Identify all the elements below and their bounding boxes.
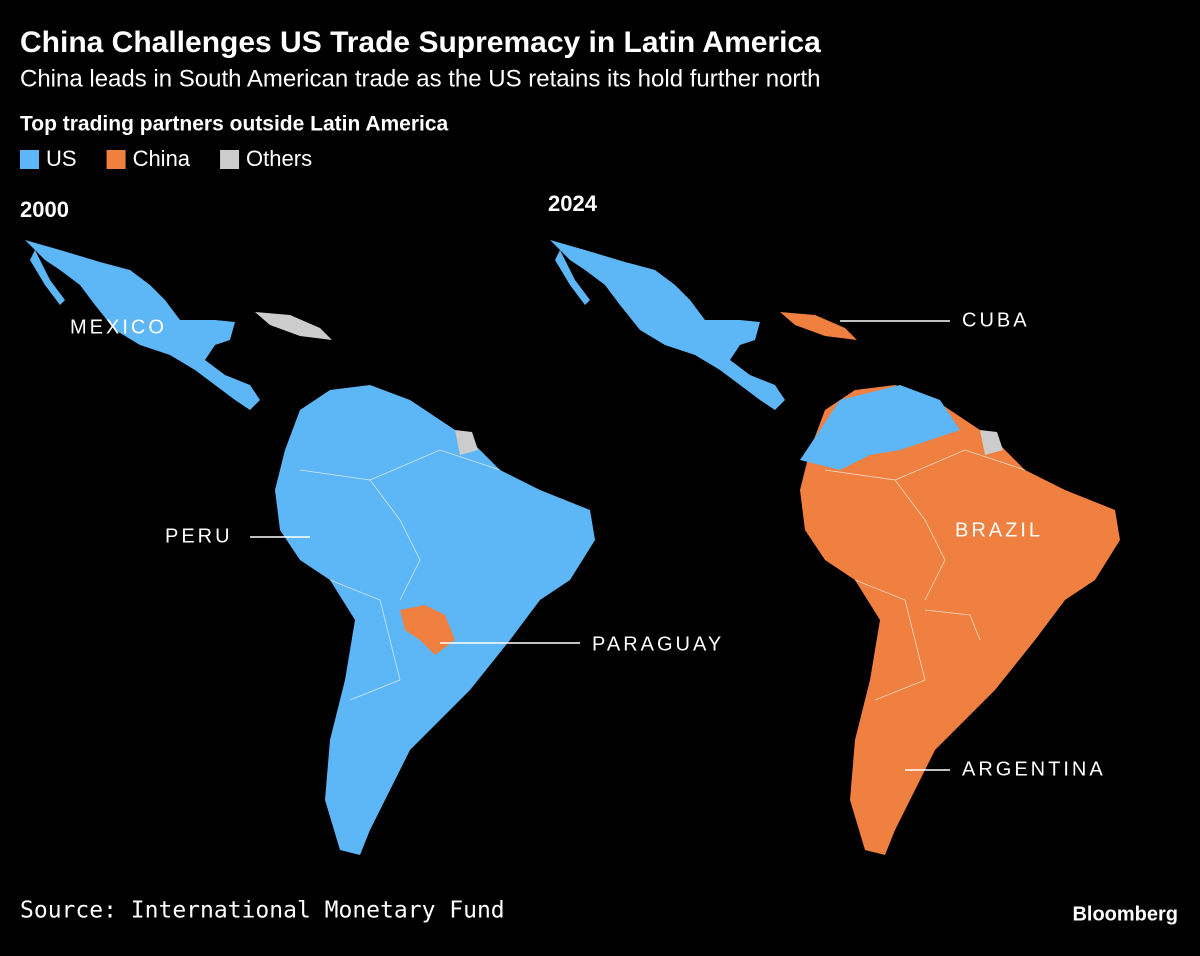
legend-label: US bbox=[46, 146, 77, 171]
border bbox=[824, 449, 1026, 701]
legend-label: Others bbox=[246, 146, 312, 171]
border bbox=[299, 449, 501, 701]
region bbox=[800, 385, 960, 470]
legend-swatch bbox=[20, 150, 39, 169]
region bbox=[780, 312, 857, 340]
country-label: CUBA bbox=[962, 309, 1030, 331]
country-label: PARAGUAY bbox=[592, 633, 724, 655]
brand: Bloomberg bbox=[1072, 903, 1178, 925]
legend-title: Top trading partners outside Latin Ameri… bbox=[20, 113, 449, 136]
title: China Challenges US Trade Supremacy in L… bbox=[20, 26, 821, 59]
region bbox=[255, 312, 332, 340]
map-year: 2024 bbox=[548, 191, 598, 216]
map-2024 bbox=[550, 240, 1120, 855]
country-label: BRAZIL bbox=[955, 519, 1043, 541]
legend-swatch bbox=[106, 150, 126, 169]
country-label: MEXICO bbox=[70, 316, 167, 338]
legend: US China Others bbox=[20, 146, 312, 171]
legend-label: China bbox=[133, 146, 191, 171]
source: Source: International Monetary Fund bbox=[20, 898, 505, 924]
legend-swatch bbox=[220, 150, 240, 169]
country-label: PERU bbox=[165, 525, 233, 547]
map-year: 2000 bbox=[20, 197, 69, 222]
country-label: ARGENTINA bbox=[962, 758, 1106, 780]
subtitle: China leads in South American trade as t… bbox=[20, 65, 820, 92]
region bbox=[550, 240, 785, 410]
